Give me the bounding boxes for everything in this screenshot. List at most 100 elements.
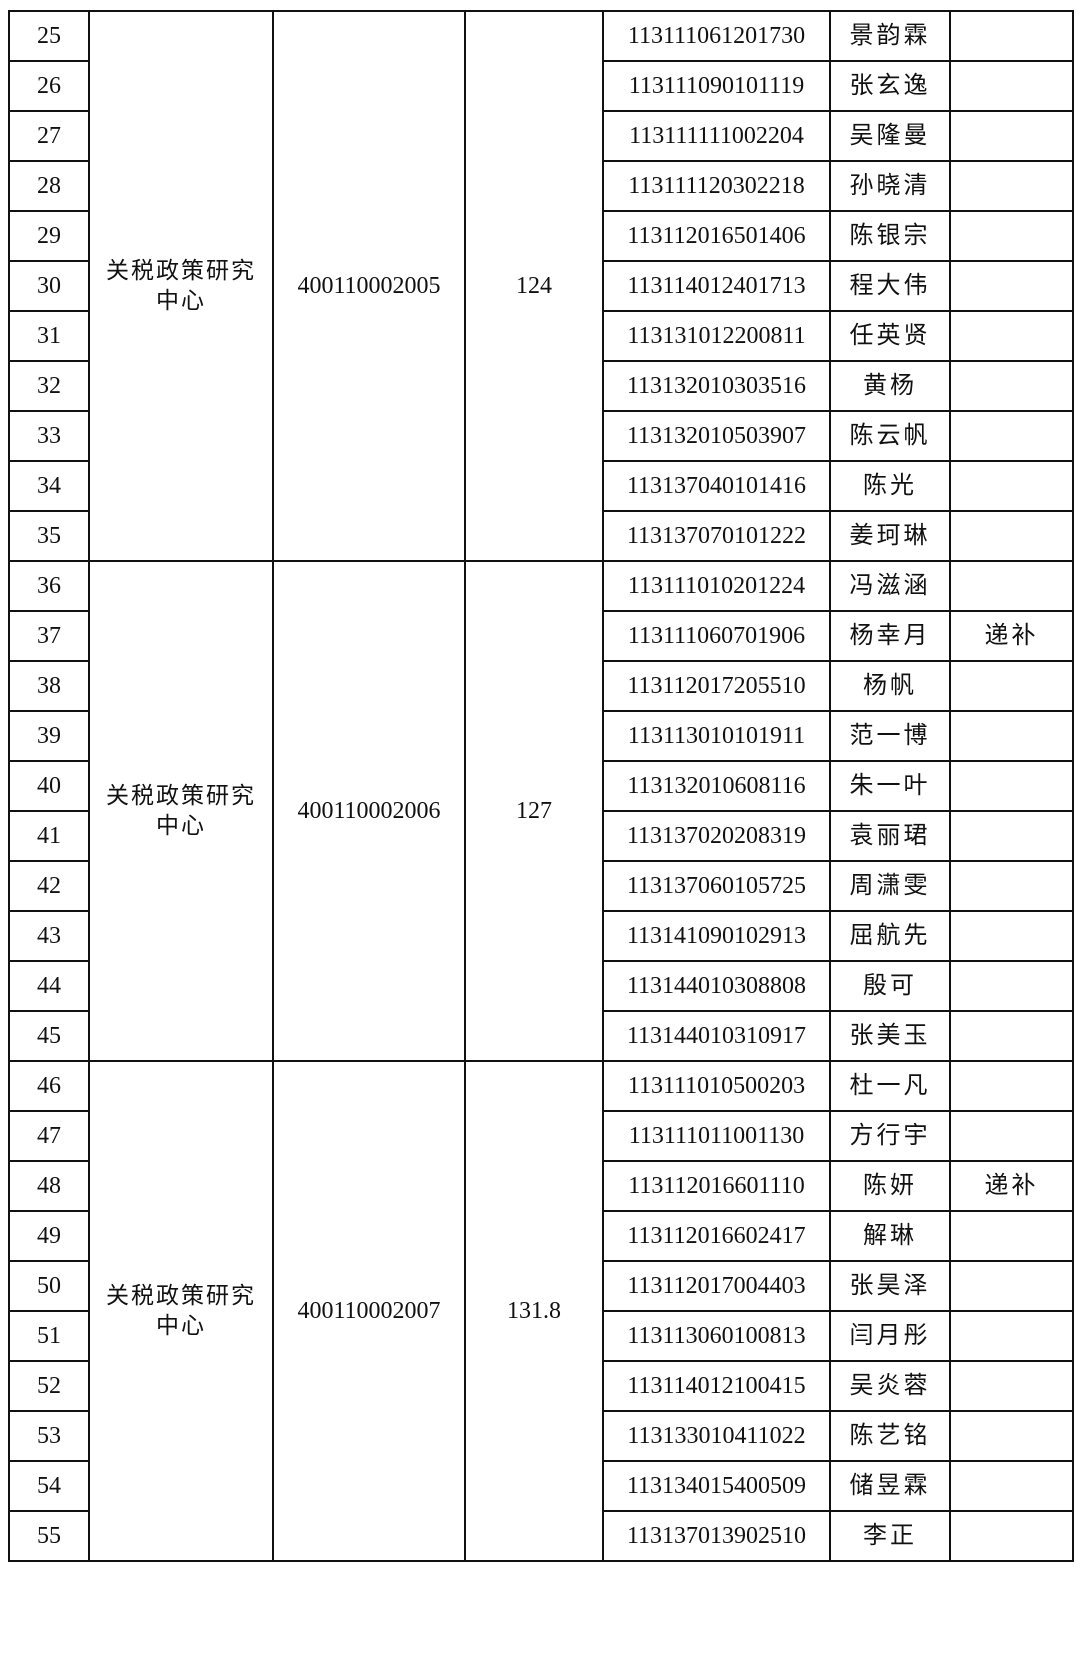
remark (949, 160, 1074, 212)
table-row: 42 113137060105725 周潇雯 (8, 860, 1074, 912)
table-row: 51 113113060100813 闫月彤 (8, 1310, 1074, 1362)
candidate-table: 25 关税政策研究中心 400110002005 124 113111061201730… (8, 10, 1074, 1562)
candidate-id: 113111010201224 (602, 560, 831, 612)
candidate-name: 陈银宗 (829, 210, 951, 262)
candidate-name: 杜一凡 (829, 1060, 951, 1112)
remark (949, 1110, 1074, 1162)
row-number: 48 (8, 1160, 90, 1212)
remark (949, 210, 1074, 262)
row-number: 39 (8, 710, 90, 762)
candidate-name: 殷可 (829, 960, 951, 1012)
remark: 递补 (949, 610, 1074, 662)
candidate-name: 陈光 (829, 460, 951, 512)
candidate-name: 杨帆 (829, 660, 951, 712)
remark (949, 1410, 1074, 1462)
table-row: 27 113111111002204 吴隆曼 (8, 110, 1074, 162)
cutoff-score: 124 (464, 10, 604, 562)
table-row: 46 关税政策研究中心 400110002007 131.8 1131110105002… (8, 1060, 1074, 1562)
candidate-name: 方行宇 (829, 1110, 951, 1162)
row-number: 35 (8, 510, 90, 562)
candidate-name: 李正 (829, 1510, 951, 1562)
candidate-name: 朱一叶 (829, 760, 951, 812)
candidate-id: 113144010308808 (602, 960, 831, 1012)
candidate-name: 陈云帆 (829, 410, 951, 462)
table-row: 45 113144010310917 张美玉 (8, 1010, 1074, 1062)
candidate-name: 陈妍 (829, 1160, 951, 1212)
table-row: 29 113112016501406 陈银宗 (8, 210, 1074, 262)
row-number: 49 (8, 1210, 90, 1262)
candidate-name: 张美玉 (829, 1010, 951, 1062)
table-row: 40 113132010608116 朱一叶 (8, 760, 1074, 812)
remark (949, 1460, 1074, 1512)
row-number: 33 (8, 410, 90, 462)
row-number: 40 (8, 760, 90, 812)
remark (949, 260, 1074, 312)
row-number: 28 (8, 160, 90, 212)
candidate-id: 113111060701906 (602, 610, 831, 662)
table-row: 43 113141090102913 屈航先 (8, 910, 1074, 962)
table-row: 34 113137040101416 陈光 (8, 460, 1074, 512)
row-number: 55 (8, 1510, 90, 1562)
remark (949, 310, 1074, 362)
candidate-name: 闫月彤 (829, 1310, 951, 1362)
table-row: 35 113137070101222 姜珂琳 (8, 510, 1074, 562)
candidate-id: 113112016602417 (602, 1210, 831, 1262)
table-row: 55 113137013902510 李正 (8, 1510, 1074, 1562)
candidate-name: 张昊泽 (829, 1260, 951, 1312)
table-row: 53 113133010411022 陈艺铭 (8, 1410, 1074, 1462)
candidate-id: 113132010303516 (602, 360, 831, 412)
remark (949, 1060, 1074, 1112)
candidate-id: 113111061201730 (602, 10, 831, 62)
table-row: 41 113137020208319 袁丽珺 (8, 810, 1074, 862)
row-number: 31 (8, 310, 90, 362)
candidate-id: 113111111002204 (602, 110, 831, 162)
remark (949, 10, 1074, 62)
remark: 递补 (949, 1160, 1074, 1212)
table-row: 49 113112016602417 解琳 (8, 1210, 1074, 1262)
candidate-name: 张玄逸 (829, 60, 951, 112)
candidate-id: 113132010608116 (602, 760, 831, 812)
remark (949, 1260, 1074, 1312)
candidate-name: 黄杨 (829, 360, 951, 412)
row-number: 50 (8, 1260, 90, 1312)
row-number: 34 (8, 460, 90, 512)
remark (949, 660, 1074, 712)
candidate-id: 113137013902510 (602, 1510, 831, 1562)
candidate-id: 113132010503907 (602, 410, 831, 462)
row-number: 38 (8, 660, 90, 712)
candidate-id: 113113010101911 (602, 710, 831, 762)
remark (949, 960, 1074, 1012)
remark (949, 510, 1074, 562)
table-row: 50 113112017004403 张昊泽 (8, 1260, 1074, 1312)
table-row: 33 113132010503907 陈云帆 (8, 410, 1074, 462)
candidate-name: 孙晓清 (829, 160, 951, 212)
table-row: 25 关税政策研究中心 400110002005 124 113111061201730… (8, 10, 1074, 562)
row-number: 42 (8, 860, 90, 912)
table-row: 28 113111120302218 孙晓清 (8, 160, 1074, 212)
candidate-name: 景韵霖 (829, 10, 951, 62)
candidate-id: 113137040101416 (602, 460, 831, 512)
unit-name: 关税政策研究中心 (88, 560, 274, 1062)
remark (949, 760, 1074, 812)
table-row: 44 113144010308808 殷可 (8, 960, 1074, 1012)
remark (949, 410, 1074, 462)
table-row: 47 113111011001130 方行宇 (8, 1110, 1074, 1162)
candidate-id: 113131012200811 (602, 310, 831, 362)
table-row: 30 113114012401713 程大伟 (8, 260, 1074, 312)
row-number: 43 (8, 910, 90, 962)
row-number: 53 (8, 1410, 90, 1462)
remark (949, 460, 1074, 512)
row-number: 27 (8, 110, 90, 162)
row-number: 45 (8, 1010, 90, 1062)
unit-name: 关税政策研究中心 (88, 1060, 274, 1562)
table-row: 31 113131012200811 任英贤 (8, 310, 1074, 362)
cutoff-score: 131.8 (464, 1060, 604, 1562)
position-code: 400110002006 (272, 560, 466, 1062)
remark (949, 560, 1074, 612)
remark (949, 910, 1074, 962)
position-code: 400110002005 (272, 10, 466, 562)
remark (949, 110, 1074, 162)
candidate-id: 113112016501406 (602, 210, 831, 262)
table-row: 37 113111060701906 杨幸月 递补 (8, 610, 1074, 662)
candidate-name: 屈航先 (829, 910, 951, 962)
